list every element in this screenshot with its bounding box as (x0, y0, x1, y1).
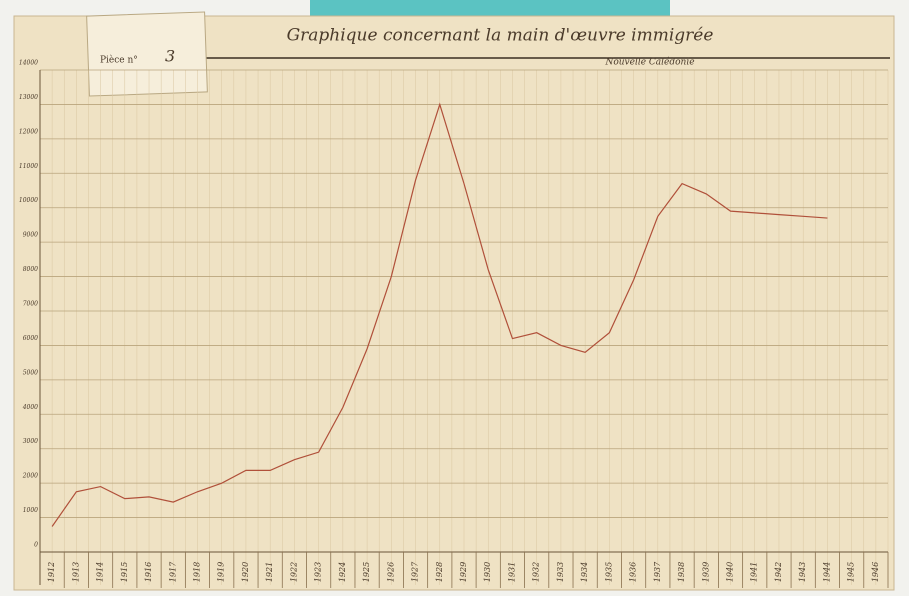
x-tick-label: 1922 (289, 562, 298, 582)
x-tick-label: 1921 (265, 562, 274, 582)
x-tick-label: 1944 (822, 562, 831, 582)
y-tick-label: 11000 (19, 163, 38, 170)
x-tick-label: 1923 (314, 562, 323, 582)
y-tick-label: 8000 (23, 266, 38, 273)
x-tick-label: 1928 (435, 562, 444, 582)
y-tick-label: 2000 (22, 473, 38, 480)
y-tick-label: 0 (34, 542, 38, 549)
x-tick-label: 1913 (71, 562, 80, 582)
x-tick-label: 1945 (847, 562, 856, 582)
card-number: 3 (165, 47, 175, 66)
y-tick-label: 3000 (23, 438, 38, 445)
x-tick-label: 1934 (580, 562, 589, 582)
chart-title: Graphique concernant la main d'œuvre imm… (287, 26, 714, 46)
y-tick-label: 12000 (19, 128, 38, 135)
x-tick-label: 1941 (750, 562, 759, 582)
x-tick-label: 1946 (871, 562, 880, 582)
x-tick-label: 1937 (653, 561, 662, 582)
x-tick-label: 1924 (338, 562, 347, 582)
x-tick-label: 1933 (556, 562, 565, 582)
y-tick-label: 1000 (23, 507, 38, 514)
x-tick-label: 1915 (120, 562, 129, 582)
label-card (87, 12, 208, 96)
x-tick-label: 1920 (241, 562, 250, 582)
y-tick-label: 9000 (23, 232, 38, 239)
x-tick-label: 1935 (604, 562, 613, 582)
x-tick-label: 1917 (168, 561, 177, 582)
x-tick-label: 1929 (459, 562, 468, 582)
card-label: Pièce n° (100, 55, 138, 66)
y-tick-label: 7000 (23, 301, 38, 308)
x-tick-label: 1912 (47, 562, 56, 582)
x-tick-label: 1932 (532, 562, 541, 582)
x-tick-label: 1914 (96, 562, 105, 582)
paper (14, 16, 894, 590)
y-tick-label: 5000 (23, 369, 38, 376)
x-tick-label: 1931 (507, 562, 516, 582)
x-tick-label: 1919 (217, 562, 226, 582)
chart: Graphique concernant la main d'œuvre imm… (0, 0, 909, 596)
x-tick-label: 1936 (629, 562, 638, 582)
x-tick-label: 1943 (798, 562, 807, 582)
y-tick-label: 10000 (19, 197, 38, 204)
x-tick-label: 1939 (701, 562, 710, 582)
y-tick-label: 13000 (19, 94, 38, 101)
x-tick-label: 1938 (677, 562, 686, 582)
y-tick-label: 14000 (19, 60, 38, 67)
x-tick-label: 1930 (483, 562, 492, 582)
y-tick-label: 4000 (22, 404, 38, 411)
x-tick-label: 1940 (726, 562, 735, 582)
x-tick-label: 1918 (192, 562, 201, 582)
x-tick-label: 1916 (144, 562, 153, 582)
x-tick-label: 1942 (774, 562, 783, 582)
x-tick-label: 1926 (386, 562, 395, 582)
x-tick-label: 1925 (362, 562, 371, 582)
chart-subtitle: Nouvelle Calédonie (604, 57, 694, 68)
y-tick-label: 6000 (23, 335, 38, 342)
x-tick-label: 1927 (411, 561, 420, 582)
